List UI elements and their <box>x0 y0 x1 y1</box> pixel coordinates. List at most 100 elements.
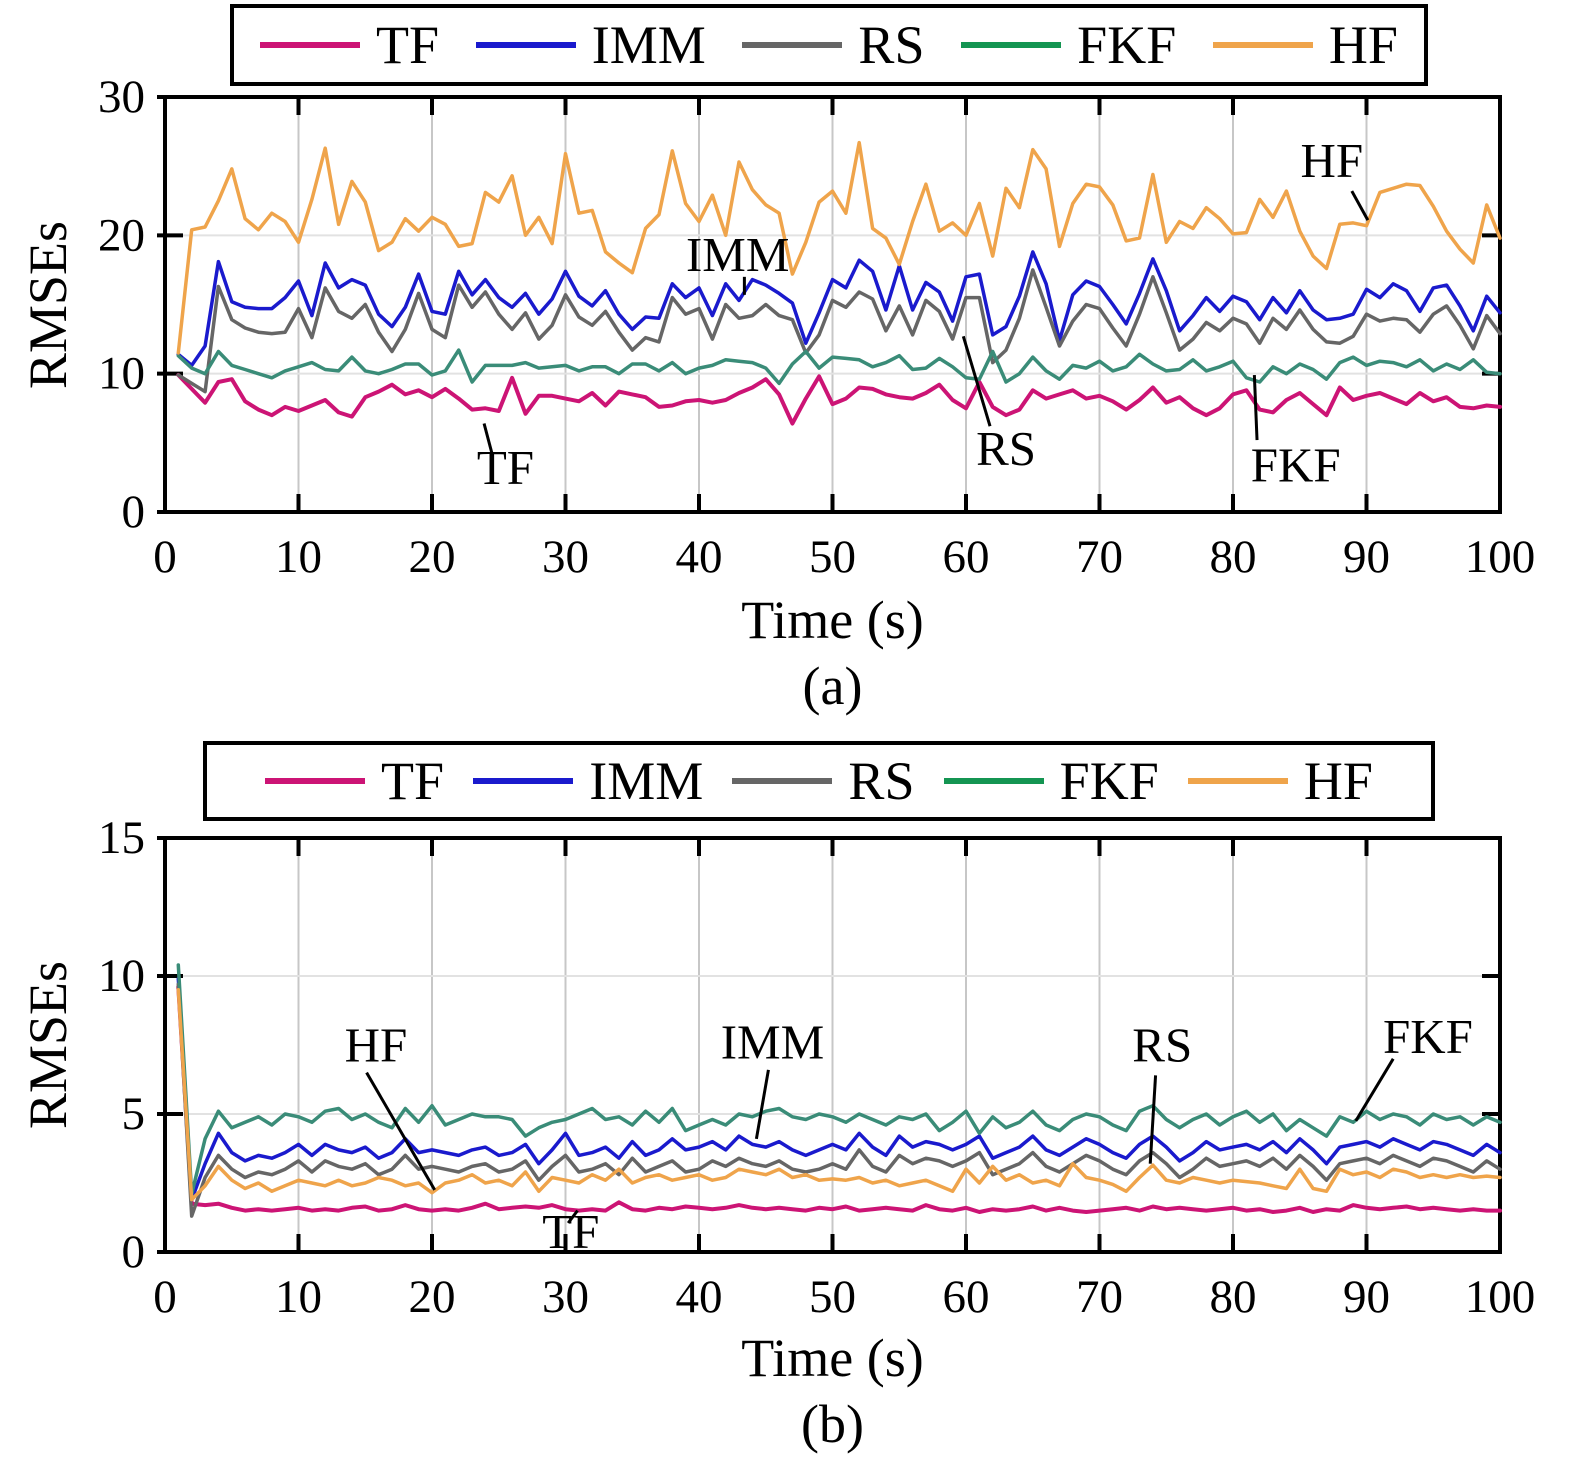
plot-frame <box>163 836 1502 1254</box>
x-axis-label: Time (s) <box>741 1328 924 1388</box>
x-tick-label: 50 <box>809 1271 856 1323</box>
x-tick-label: 70 <box>1076 531 1123 583</box>
x-tick-label: 50 <box>809 531 856 583</box>
annotation-hf: HF <box>345 1018 408 1073</box>
annotation-rs: RS <box>1132 1018 1192 1073</box>
y-tick-label: 10 <box>98 950 145 1002</box>
legend-a: TF IMM RS FKF HF <box>230 4 1428 86</box>
y-tick-label: 0 <box>122 486 146 538</box>
series-tf-line <box>176 985 1502 1214</box>
legend-label-fkf: FKF <box>1059 751 1159 811</box>
annotation-leader-rs <box>1148 1075 1158 1164</box>
annotation-fkf: FKF <box>1251 437 1341 492</box>
x-tick-label: 30 <box>542 1271 589 1323</box>
legend-item-rs: RS <box>742 18 924 72</box>
plot-frame <box>163 95 1502 514</box>
y-tick-label: 5 <box>122 1088 146 1140</box>
x-tick-label: 0 <box>153 531 177 583</box>
annotation-leader-hf <box>365 1071 436 1191</box>
legend-label-rs: RS <box>848 751 915 811</box>
y-tick-label: 0 <box>122 1226 146 1278</box>
annotation-hf: HF <box>1300 133 1363 188</box>
annotation-imm: IMM <box>721 1015 824 1070</box>
annotation-leader-rs <box>961 335 992 427</box>
series-hf-line <box>176 140 1502 355</box>
annotation-leader-fkf <box>1354 1058 1395 1122</box>
x-tick-label: 10 <box>275 531 322 583</box>
imm-line-swatch <box>475 42 576 48</box>
legend-label-hf: HF <box>1303 751 1373 811</box>
fkf-line-swatch <box>961 42 1062 48</box>
series-fkf-line <box>176 963 1502 1196</box>
legend-item-imm: IMM <box>475 15 706 75</box>
legend-item-hf: HF <box>1212 15 1398 75</box>
x-axis-label: Time (s) <box>741 590 924 650</box>
x-tick-label: 20 <box>409 531 456 583</box>
legend-label-imm: IMM <box>591 15 706 75</box>
series-imm-line <box>176 977 1502 1202</box>
x-tick-label: 90 <box>1343 531 1390 583</box>
legend-label-imm: IMM <box>589 751 704 811</box>
annotation-leader-imm <box>754 1069 770 1140</box>
legend-item-fkf: FKF <box>961 18 1176 72</box>
x-tick-label: 40 <box>676 1271 723 1323</box>
series-imm-line <box>176 250 1502 368</box>
hf-line-swatch <box>1212 42 1313 48</box>
legend-item-rs: RS <box>732 754 914 808</box>
rs-line-swatch <box>732 778 833 784</box>
tf-line-swatch <box>260 42 360 48</box>
subplot-label: (a) <box>803 656 863 716</box>
x-tick-label: 30 <box>542 531 589 583</box>
x-tick-label: 80 <box>1210 1271 1257 1323</box>
y-tick-label: 10 <box>98 348 145 400</box>
tf-line-swatch <box>265 778 365 784</box>
series-rs-line <box>176 268 1502 394</box>
series-tf-line <box>176 373 1502 426</box>
legend-label-fkf: FKF <box>1077 15 1177 75</box>
annotation-leader-tf <box>566 1209 579 1224</box>
annotation-leader-tf <box>482 423 494 455</box>
legend-label-tf: TF <box>381 751 445 811</box>
series-fkf-line <box>176 348 1502 386</box>
annotation-imm: IMM <box>686 227 789 282</box>
x-tick-label: 40 <box>676 531 723 583</box>
series-hf-line <box>176 988 1502 1202</box>
annotation-leader-fkf <box>1252 374 1259 441</box>
x-tick-label: 0 <box>153 1271 177 1323</box>
annotation-rs: RS <box>976 421 1036 476</box>
x-tick-label: 60 <box>943 531 990 583</box>
annotation-tf: TF <box>542 1204 599 1259</box>
y-axis-label: RMSEs <box>18 961 78 1129</box>
y-tick-label: 30 <box>98 71 145 123</box>
legend-item-tf: TF <box>265 754 444 808</box>
chart-b: 0 10 20 30 40 50 60 70 80 90 100 0 5 10 15 HF IMM TF RS FKF… <box>18 812 1536 1454</box>
legend-item-fkf: FKF <box>943 751 1159 811</box>
legend-item-tf: TF <box>260 18 439 72</box>
legend-item-hf: HF <box>1187 751 1373 811</box>
legend-label-tf: TF <box>376 15 440 75</box>
annotation-fkf: FKF <box>1383 1009 1473 1064</box>
series-rs-line <box>176 982 1502 1218</box>
x-tick-label: 100 <box>1465 531 1536 583</box>
x-tick-label: 90 <box>1343 1271 1390 1323</box>
legend-label-rs: RS <box>858 15 925 75</box>
imm-line-swatch <box>473 778 574 784</box>
x-tick-label: 10 <box>275 1271 322 1323</box>
x-tick-label: 20 <box>409 1271 456 1323</box>
legend-b: TF IMM RS FKF HF <box>203 741 1435 821</box>
x-tick-label: 60 <box>943 1271 990 1323</box>
y-axis-label: RMSEs <box>18 221 78 389</box>
annotation-leader-hf <box>1350 190 1370 221</box>
x-tick-label: 100 <box>1465 1271 1536 1323</box>
legend-label-hf: HF <box>1328 15 1398 75</box>
subplot-label: (b) <box>801 1394 864 1454</box>
rs-line-swatch <box>742 42 843 48</box>
x-tick-label: 70 <box>1076 1271 1123 1323</box>
hf-line-swatch <box>1187 778 1288 784</box>
legend-item-imm: IMM <box>473 754 703 808</box>
annotation-tf: TF <box>477 440 534 495</box>
y-tick-label: 15 <box>98 812 145 864</box>
x-tick-label: 80 <box>1210 531 1257 583</box>
